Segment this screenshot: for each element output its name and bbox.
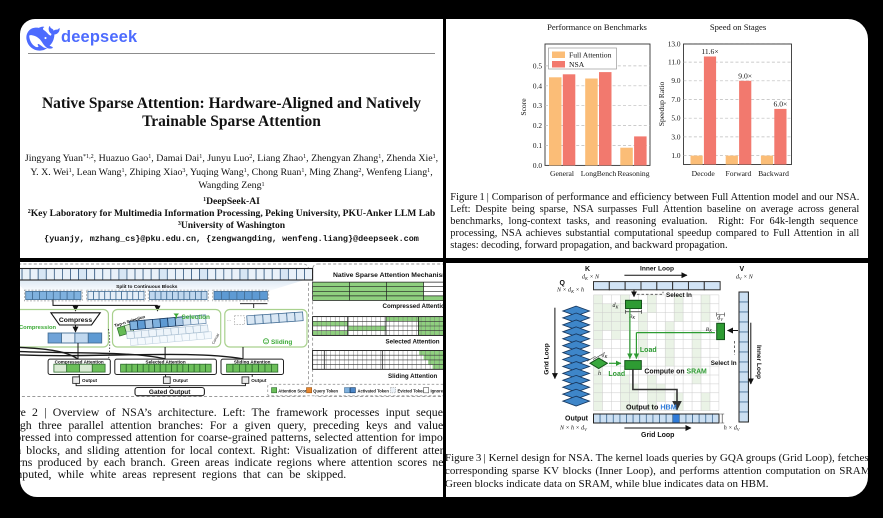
- svg-text:Output to HBM: Output to HBM: [626, 402, 677, 411]
- svg-text:0.0: 0.0: [533, 161, 542, 170]
- svg-text:Sliding: Sliding: [271, 339, 292, 346]
- svg-text:0.1: 0.1: [533, 141, 542, 150]
- svg-text:Grid Loop: Grid Loop: [641, 432, 674, 439]
- svg-text:9.0: 9.0: [671, 76, 680, 85]
- svg-text:1.0: 1.0: [671, 151, 680, 160]
- svg-text:Decode: Decode: [692, 169, 716, 178]
- svg-text:dV: dV: [717, 316, 724, 323]
- svg-text:Reasoning: Reasoning: [617, 169, 649, 178]
- svg-text:Performance on Benchmarks: Performance on Benchmarks: [547, 22, 647, 32]
- svg-text:Native Sparse Attention Mechan: Native Sparse Attention Mechanism: [333, 272, 443, 279]
- svg-text:Inner Loop: Inner Loop: [640, 266, 674, 273]
- svg-text:Select In: Select In: [666, 292, 692, 299]
- svg-text:Compression: Compression: [20, 325, 57, 331]
- svg-text:Load: Load: [608, 371, 625, 378]
- svg-text:9.0×: 9.0×: [738, 71, 752, 80]
- svg-text:Attention Score: Attention Score: [278, 388, 309, 393]
- svg-text:Load: Load: [640, 347, 657, 354]
- svg-text:7.0: 7.0: [671, 95, 680, 104]
- svg-text:11.0: 11.0: [668, 58, 681, 67]
- svg-text:Compress: Compress: [59, 317, 92, 324]
- svg-text:Selection: Selection: [182, 314, 211, 321]
- svg-text:dV × N: dV × N: [736, 274, 754, 281]
- svg-text:Sliding Attention: Sliding Attention: [234, 360, 271, 365]
- svg-text:3.0: 3.0: [671, 132, 680, 141]
- svg-text:Output: Output: [82, 378, 98, 383]
- svg-text:Sliding Attention: Sliding Attention: [388, 373, 437, 380]
- svg-text:0.3: 0.3: [533, 101, 542, 110]
- svg-text:h × dV: h × dV: [724, 426, 741, 433]
- svg-text:Concat: Concat: [211, 333, 220, 345]
- svg-text:Speed on Stages: Speed on Stages: [710, 22, 767, 32]
- svg-text:0.5: 0.5: [533, 61, 542, 70]
- svg-text:Selected Attention: Selected Attention: [146, 360, 186, 365]
- svg-text:Full Attention: Full Attention: [569, 51, 612, 60]
- svg-text:BK: BK: [706, 327, 712, 333]
- svg-text:N × dK × h: N × dK × h: [556, 287, 584, 294]
- svg-text:Backward: Backward: [758, 169, 789, 178]
- svg-text:Select In: Select In: [711, 360, 737, 367]
- svg-text:h: h: [598, 371, 601, 377]
- svg-text:dK: dK: [602, 353, 609, 360]
- svg-text:Compressed Attention: Compressed Attention: [383, 303, 444, 310]
- svg-text:0.4: 0.4: [533, 81, 542, 90]
- svg-text:5.0: 5.0: [671, 114, 680, 123]
- svg-text:Output: Output: [173, 378, 189, 383]
- svg-text:6.0×: 6.0×: [774, 99, 788, 108]
- svg-text:Evicted Token: Evicted Token: [398, 388, 426, 393]
- svg-text:dK × N: dK × N: [582, 274, 600, 281]
- svg-text:0.2: 0.2: [533, 121, 542, 130]
- svg-text:Q: Q: [560, 280, 566, 287]
- svg-text:N × h × dV: N × h × dV: [559, 426, 588, 433]
- svg-text:General: General: [550, 169, 574, 178]
- svg-text:Query Token: Query Token: [313, 388, 338, 393]
- svg-text:BK: BK: [629, 314, 635, 320]
- svg-text:13.0: 13.0: [668, 39, 681, 48]
- svg-text:Compute on SRAM: Compute on SRAM: [644, 369, 707, 376]
- svg-text:Split to Continuous Blocks: Split to Continuous Blocks: [116, 284, 178, 290]
- svg-text:Output: Output: [565, 416, 589, 423]
- svg-text:Ignored Token: Ignored Token: [431, 388, 444, 393]
- svg-text:Output: Output: [251, 378, 267, 383]
- svg-text:Grid Loop: Grid Loop: [544, 343, 551, 375]
- svg-text:Gated Output: Gated Output: [149, 389, 191, 396]
- svg-text:V: V: [740, 266, 745, 273]
- svg-text:Selected Attention: Selected Attention: [386, 338, 440, 345]
- svg-text:⋯: ⋯: [227, 318, 232, 324]
- svg-text:Activated Token: Activated Token: [358, 388, 390, 393]
- svg-text:NSA: NSA: [569, 60, 585, 69]
- svg-text:LongBench: LongBench: [581, 169, 617, 178]
- svg-text:K: K: [585, 266, 590, 273]
- svg-text:dK: dK: [613, 303, 620, 310]
- svg-text:Score: Score: [519, 98, 528, 116]
- svg-text:Compressed Attention: Compressed Attention: [55, 360, 104, 365]
- svg-text:Inner Loop: Inner Loop: [755, 345, 762, 379]
- svg-text:11.6×: 11.6×: [701, 47, 718, 56]
- svg-text:Forward: Forward: [726, 169, 752, 178]
- svg-text:Speedup Ratio: Speedup Ratio: [657, 82, 666, 127]
